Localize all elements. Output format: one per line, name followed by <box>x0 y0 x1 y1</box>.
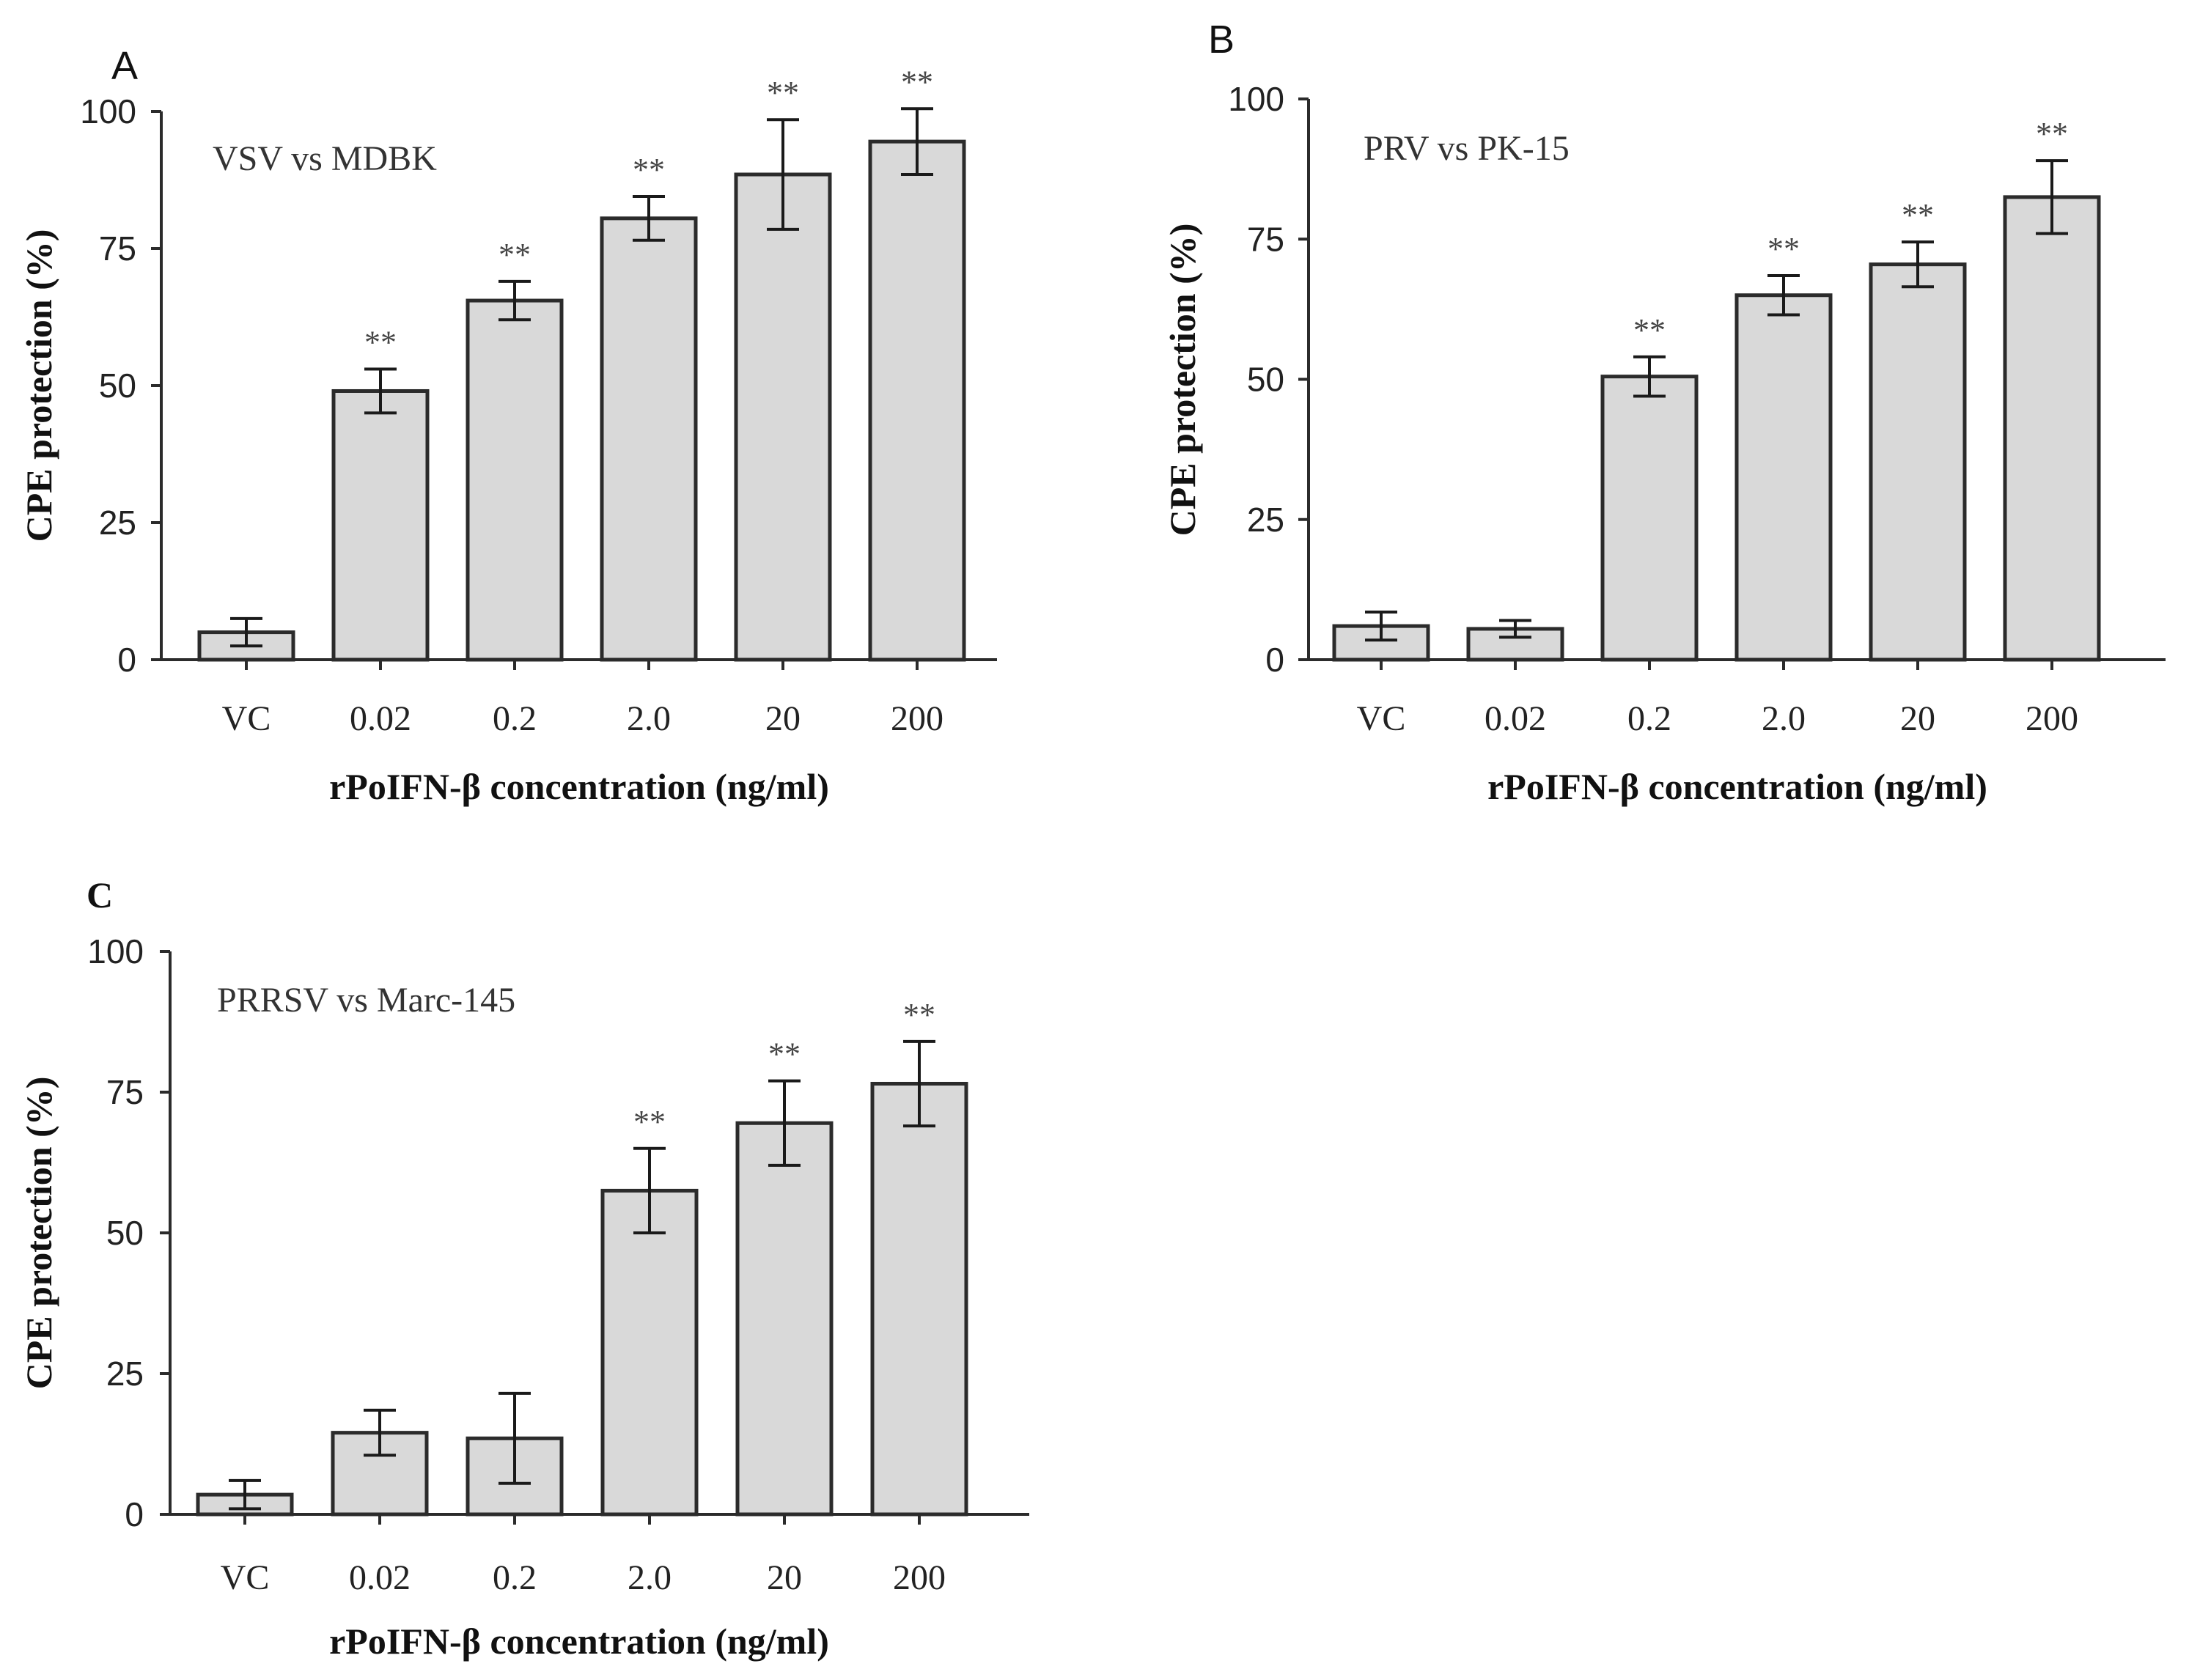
x-tick-label: 20 <box>1900 699 1935 738</box>
x-tick-label: 20 <box>767 1558 802 1597</box>
y-tick-label: 75 <box>99 229 136 268</box>
significance-marker: ** <box>633 1104 666 1140</box>
bar <box>734 172 832 662</box>
panel-subtitle: VSV vs MDBK <box>213 139 437 178</box>
significance-marker: ** <box>498 237 531 273</box>
y-tick-label: 25 <box>1247 501 1284 539</box>
x-tick-label: 200 <box>893 1558 946 1597</box>
significance-marker: ** <box>364 325 397 361</box>
y-axis-title: CPE protection (%) <box>18 229 59 542</box>
y-tick-label: 50 <box>1247 361 1284 399</box>
significance-marker: ** <box>633 152 665 188</box>
bar <box>331 388 430 662</box>
y-axis-title: CPE protection (%) <box>18 1077 59 1390</box>
bar <box>600 1188 699 1517</box>
bar <box>600 216 698 662</box>
y-tick-label: 100 <box>1228 80 1284 118</box>
significance-marker: ** <box>767 75 799 111</box>
x-axis-title: rPoIFN-β concentration (ng/ml) <box>329 766 829 807</box>
bar <box>870 1081 968 1517</box>
x-tick-label: 0.2 <box>493 1558 537 1597</box>
significance-marker: ** <box>903 997 935 1033</box>
panel-label: B <box>1208 18 1235 62</box>
panel-subtitle: PRV vs PK-15 <box>1364 129 1570 168</box>
bar <box>868 139 966 662</box>
significance-marker: ** <box>901 64 933 100</box>
x-axis-title: rPoIFN-β concentration (ng/ml) <box>1487 766 1987 807</box>
x-tick-label: VC <box>222 699 271 738</box>
x-tick-label: 0.2 <box>493 699 537 738</box>
y-tick-label: 75 <box>106 1073 144 1111</box>
significance-marker: ** <box>2036 116 2068 152</box>
y-tick-label: 50 <box>99 366 136 405</box>
panel-c: C PRRSV vs Marc-145 0 25 50 75 100 CPE protecti… <box>18 874 1029 1662</box>
x-tick-label: VC <box>221 1558 270 1597</box>
bar <box>1734 293 1833 662</box>
y-tick-label: 25 <box>106 1355 144 1393</box>
y-tick-label: 0 <box>125 1495 144 1533</box>
x-axis-title: rPoIFN-β concentration (ng/ml) <box>329 1621 829 1662</box>
y-tick-label: 75 <box>1247 220 1284 258</box>
bar <box>735 1121 834 1517</box>
significance-marker: ** <box>1767 231 1800 267</box>
x-tick-label: 2.0 <box>628 1558 672 1597</box>
significance-marker: ** <box>1633 312 1666 348</box>
panel-b: B PRV vs PK-15 0 25 50 75 100 CPE protection (%… <box>1162 18 2166 807</box>
bar <box>1600 375 1699 662</box>
y-tick-label: 100 <box>87 932 144 970</box>
y-axis-title: CPE protection (%) <box>1162 224 1203 537</box>
bar <box>466 298 564 662</box>
bar <box>2003 195 2101 662</box>
y-tick-label: 0 <box>117 641 136 679</box>
x-tick-label: 200 <box>2026 699 2078 738</box>
x-tick-label: 0.02 <box>1485 699 1546 738</box>
significance-marker: ** <box>1902 197 1934 233</box>
panel-subtitle: PRRSV vs Marc-145 <box>217 981 515 1020</box>
x-tick-label: 2.0 <box>627 699 671 738</box>
significance-marker: ** <box>768 1036 801 1072</box>
x-tick-label: VC <box>1357 699 1406 738</box>
bar <box>1869 262 1967 662</box>
x-tick-label: 0.02 <box>350 699 411 738</box>
y-tick-label: 50 <box>106 1214 144 1252</box>
x-tick-label: 200 <box>891 699 943 738</box>
x-tick-label: 0.2 <box>1627 699 1671 738</box>
y-tick-label: 25 <box>99 504 136 542</box>
y-tick-label: 0 <box>1265 641 1284 679</box>
x-tick-label: 0.02 <box>349 1558 411 1597</box>
x-tick-label: 2.0 <box>1762 699 1806 738</box>
panel-a: A VSV vs MDBK 0 25 50 75 100 CPE protection (%)… <box>18 44 997 807</box>
panel-label: C <box>87 874 113 915</box>
panel-label: A <box>111 44 138 88</box>
x-tick-label: 20 <box>765 699 801 738</box>
y-tick-label: 100 <box>80 92 136 130</box>
